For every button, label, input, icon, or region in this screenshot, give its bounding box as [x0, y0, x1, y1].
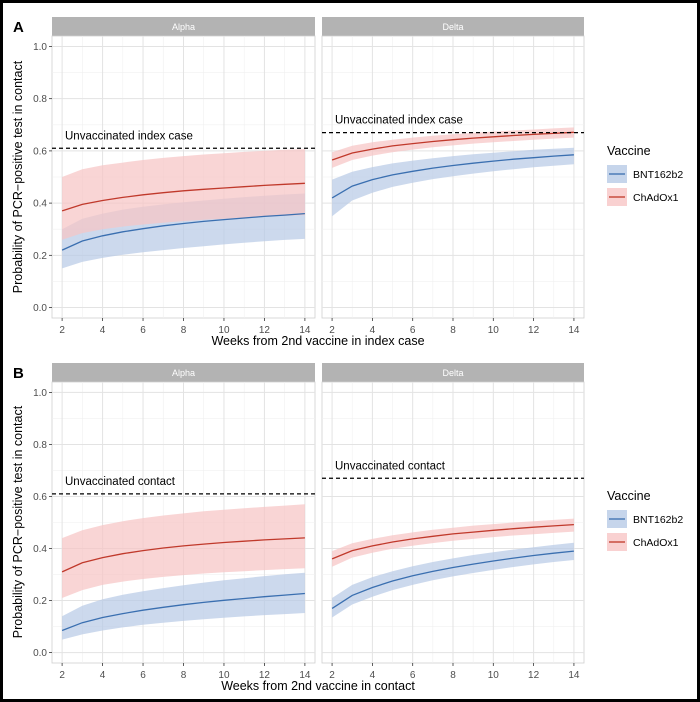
x-tick-label: 12: [528, 670, 540, 681]
panel-label-b: B: [13, 365, 24, 382]
ci-ribbon-bnt162b2: [332, 542, 574, 618]
x-tick-label: 8: [181, 325, 187, 336]
ci-ribbon-chadox1: [332, 518, 574, 567]
facet-strip: [52, 17, 315, 36]
y-axis-title: Probability of PCR−positive test in cont…: [11, 405, 25, 638]
y-tick-label: 1.0: [33, 42, 47, 53]
chart-svg: A Probability of PCR−positive test in con…: [11, 17, 683, 693]
series-line-bnt162b2: [61, 592, 305, 632]
x-tick-label: 14: [568, 670, 580, 681]
y-tick-label: 0.2: [33, 251, 47, 262]
series-line-chadox1: [61, 537, 305, 573]
facet-strip: [322, 17, 584, 36]
y-tick-label: 1.0: [33, 388, 47, 399]
ci-ribbon-chadox1: [62, 504, 305, 598]
ci-ribbon-chadox1: [332, 127, 574, 168]
facet-strip-label: Alpha: [172, 22, 195, 32]
facet-strip-label: Delta: [442, 22, 463, 32]
y-tick-label: 0.8: [33, 440, 47, 451]
facet-strip: [322, 363, 584, 382]
x-tick-label: 14: [568, 325, 580, 336]
x-tick-label: 2: [59, 670, 65, 681]
x-tick-label: 10: [218, 670, 230, 681]
x-tick-label: 12: [259, 670, 271, 681]
legend-title: Vaccine: [607, 144, 651, 158]
series-line-chadox1: [331, 131, 574, 161]
panel-label-a: A: [13, 19, 24, 36]
reference-line-label: Unvaccinated index case: [65, 130, 193, 142]
x-tick-label: 12: [259, 325, 271, 336]
x-tick-label: 14: [299, 325, 311, 336]
y-tick-label: 0.8: [33, 94, 47, 105]
x-tick-label: 14: [299, 670, 311, 681]
facet-strip-label: Delta: [442, 368, 463, 378]
y-tick-label: 0.4: [33, 544, 47, 555]
series-line-bnt162b2: [331, 154, 574, 199]
x-tick-label: 4: [100, 670, 106, 681]
x-tick-label: 8: [450, 670, 456, 681]
x-tick-label: 12: [528, 325, 540, 336]
x-axis-title: Weeks from 2nd vaccine in index case: [211, 334, 424, 348]
x-tick-label: 4: [370, 670, 376, 681]
x-tick-label: 6: [140, 325, 146, 336]
x-tick-label: 2: [59, 325, 65, 336]
x-tick-label: 4: [370, 325, 376, 336]
legend-title: Vaccine: [607, 489, 651, 503]
x-tick-label: 10: [218, 325, 230, 336]
reference-line-label: Unvaccinated contact: [335, 460, 446, 472]
y-tick-label: 0.6: [33, 492, 47, 503]
x-tick-label: 6: [140, 670, 146, 681]
x-tick-label: 8: [450, 325, 456, 336]
y-tick-label: 0.4: [33, 199, 47, 210]
ci-ribbon-chadox1: [62, 149, 305, 240]
facet-strip: [52, 363, 315, 382]
ci-ribbon-bnt162b2: [62, 572, 305, 640]
x-tick-label: 10: [488, 670, 500, 681]
y-tick-label: 0.6: [33, 146, 47, 157]
legend-label-chadox1: ChAdOx1: [633, 192, 679, 204]
legend-label-bnt162b2: BNT162b2: [633, 169, 683, 181]
series-line-chadox1: [331, 523, 574, 560]
legend-label-bnt162b2: BNT162b2: [633, 514, 683, 526]
y-tick-label: 0.2: [33, 596, 47, 607]
x-tick-label: 4: [100, 325, 106, 336]
reference-line-label: Unvaccinated contact: [65, 476, 176, 488]
series-line-chadox1: [61, 182, 305, 212]
legend-label-chadox1: ChAdOx1: [633, 537, 679, 549]
facet-strip-label: Alpha: [172, 368, 195, 378]
x-tick-label: 8: [181, 670, 187, 681]
series-line-bnt162b2: [61, 212, 305, 251]
x-tick-label: 10: [488, 325, 500, 336]
y-tick-label: 0.0: [33, 303, 47, 314]
x-tick-label: 6: [410, 325, 416, 336]
x-tick-label: 2: [329, 325, 335, 336]
reference-line-label: Unvaccinated index case: [335, 115, 463, 127]
figure-canvas: A Probability of PCR−positive test in con…: [3, 3, 697, 699]
x-axis-title: Weeks from 2nd vaccine in contact: [221, 679, 415, 693]
x-tick-label: 6: [410, 670, 416, 681]
y-tick-label: 0.0: [33, 648, 47, 659]
x-tick-label: 2: [329, 670, 335, 681]
ci-ribbon-bnt162b2: [332, 147, 574, 217]
y-axis-title: Probability of PCR−positive test in cont…: [11, 60, 25, 293]
series-line-bnt162b2: [331, 550, 574, 609]
